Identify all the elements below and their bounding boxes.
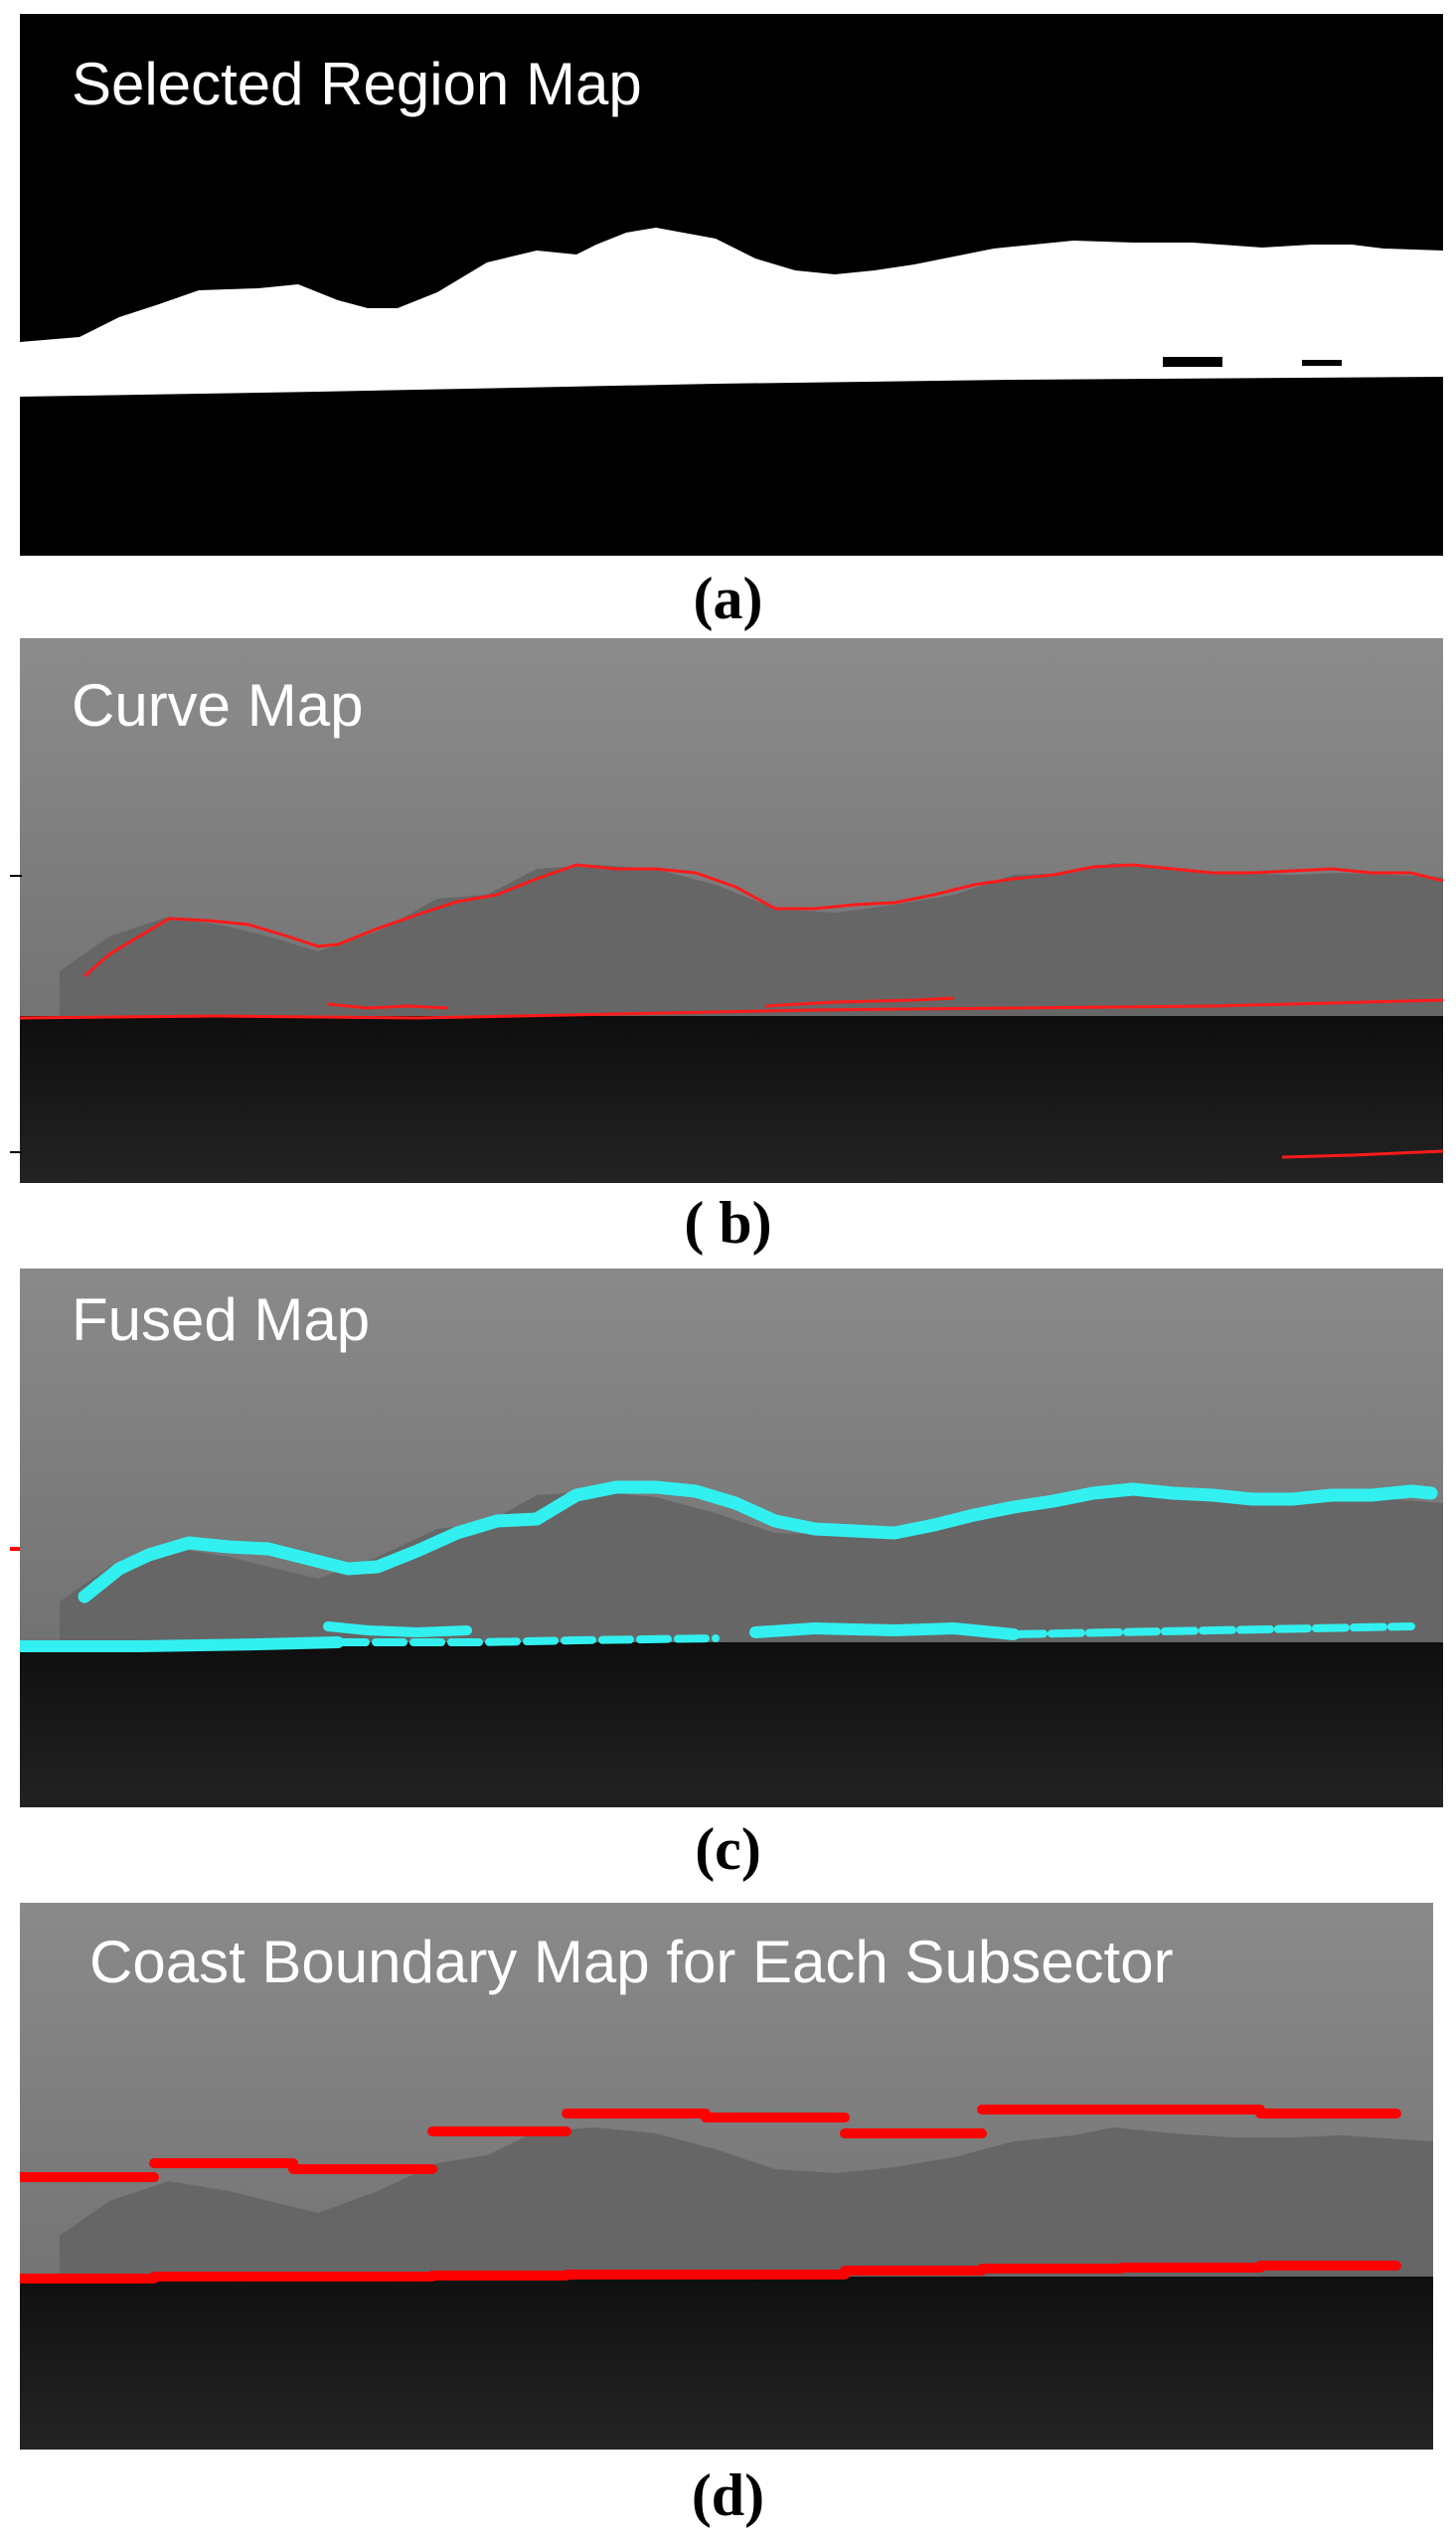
mountain-silhouette bbox=[60, 1489, 1443, 1646]
panel-b-caption: ( b) bbox=[684, 1190, 772, 1256]
selected-region-noise bbox=[129, 382, 219, 387]
fused-shore-fragment bbox=[1010, 1622, 1415, 1638]
edge-marker bbox=[10, 1547, 20, 1551]
fused-shore-fragment bbox=[323, 1621, 472, 1638]
sea-fragment-curve bbox=[1281, 1149, 1443, 1159]
panel-c-caption: (c) bbox=[695, 1816, 761, 1882]
fused-shore-fragment bbox=[749, 1621, 1020, 1640]
subsector-upper-boundaries bbox=[20, 2105, 1401, 2182]
mountain-silhouette bbox=[60, 863, 1443, 1021]
fused-shore-fragment bbox=[334, 1634, 720, 1646]
axis-tick bbox=[10, 875, 22, 877]
axis-tick bbox=[10, 1151, 22, 1153]
fused-map-image bbox=[20, 1269, 1443, 1807]
selected-region-map-panel bbox=[20, 14, 1443, 556]
mountain-curve bbox=[83, 863, 1443, 978]
mountain-silhouette bbox=[60, 2127, 1433, 2281]
coastline-curve bbox=[20, 998, 1443, 1020]
selected-region-noise bbox=[40, 380, 99, 386]
curve-map-panel bbox=[20, 638, 1443, 1183]
sea-area bbox=[20, 1016, 1443, 1183]
panel-c-title: Fused Map bbox=[72, 1286, 371, 1353]
selected-region-gap bbox=[1163, 357, 1222, 367]
curve-map-image bbox=[20, 638, 1443, 1183]
panel-a-title: Selected Region Map bbox=[72, 51, 642, 117]
fused-map-panel bbox=[20, 1269, 1443, 1807]
sea-area bbox=[20, 2277, 1433, 2450]
fused-mountain-curve bbox=[78, 1480, 1438, 1604]
selected-region-shape bbox=[20, 228, 1443, 397]
shore-fragment-curve bbox=[764, 996, 955, 1008]
coast-boundary-map-image bbox=[20, 1903, 1433, 2450]
sea-area bbox=[20, 1642, 1443, 1807]
selected-region-gap bbox=[1302, 360, 1342, 366]
coast-boundary-map-panel bbox=[20, 1903, 1433, 2450]
subsector-lower-boundaries bbox=[20, 2261, 1401, 2284]
shore-fragment-curve bbox=[327, 1002, 448, 1010]
panel-d-caption: (d) bbox=[691, 2462, 765, 2528]
panel-b-title: Curve Map bbox=[72, 672, 364, 739]
fused-coastline-curve bbox=[20, 1636, 344, 1652]
panel-a-caption: (a) bbox=[693, 566, 763, 631]
panel-d-title: Coast Boundary Map for Each Subsector bbox=[89, 1929, 1174, 1995]
selected-region-map-image bbox=[20, 228, 1443, 397]
